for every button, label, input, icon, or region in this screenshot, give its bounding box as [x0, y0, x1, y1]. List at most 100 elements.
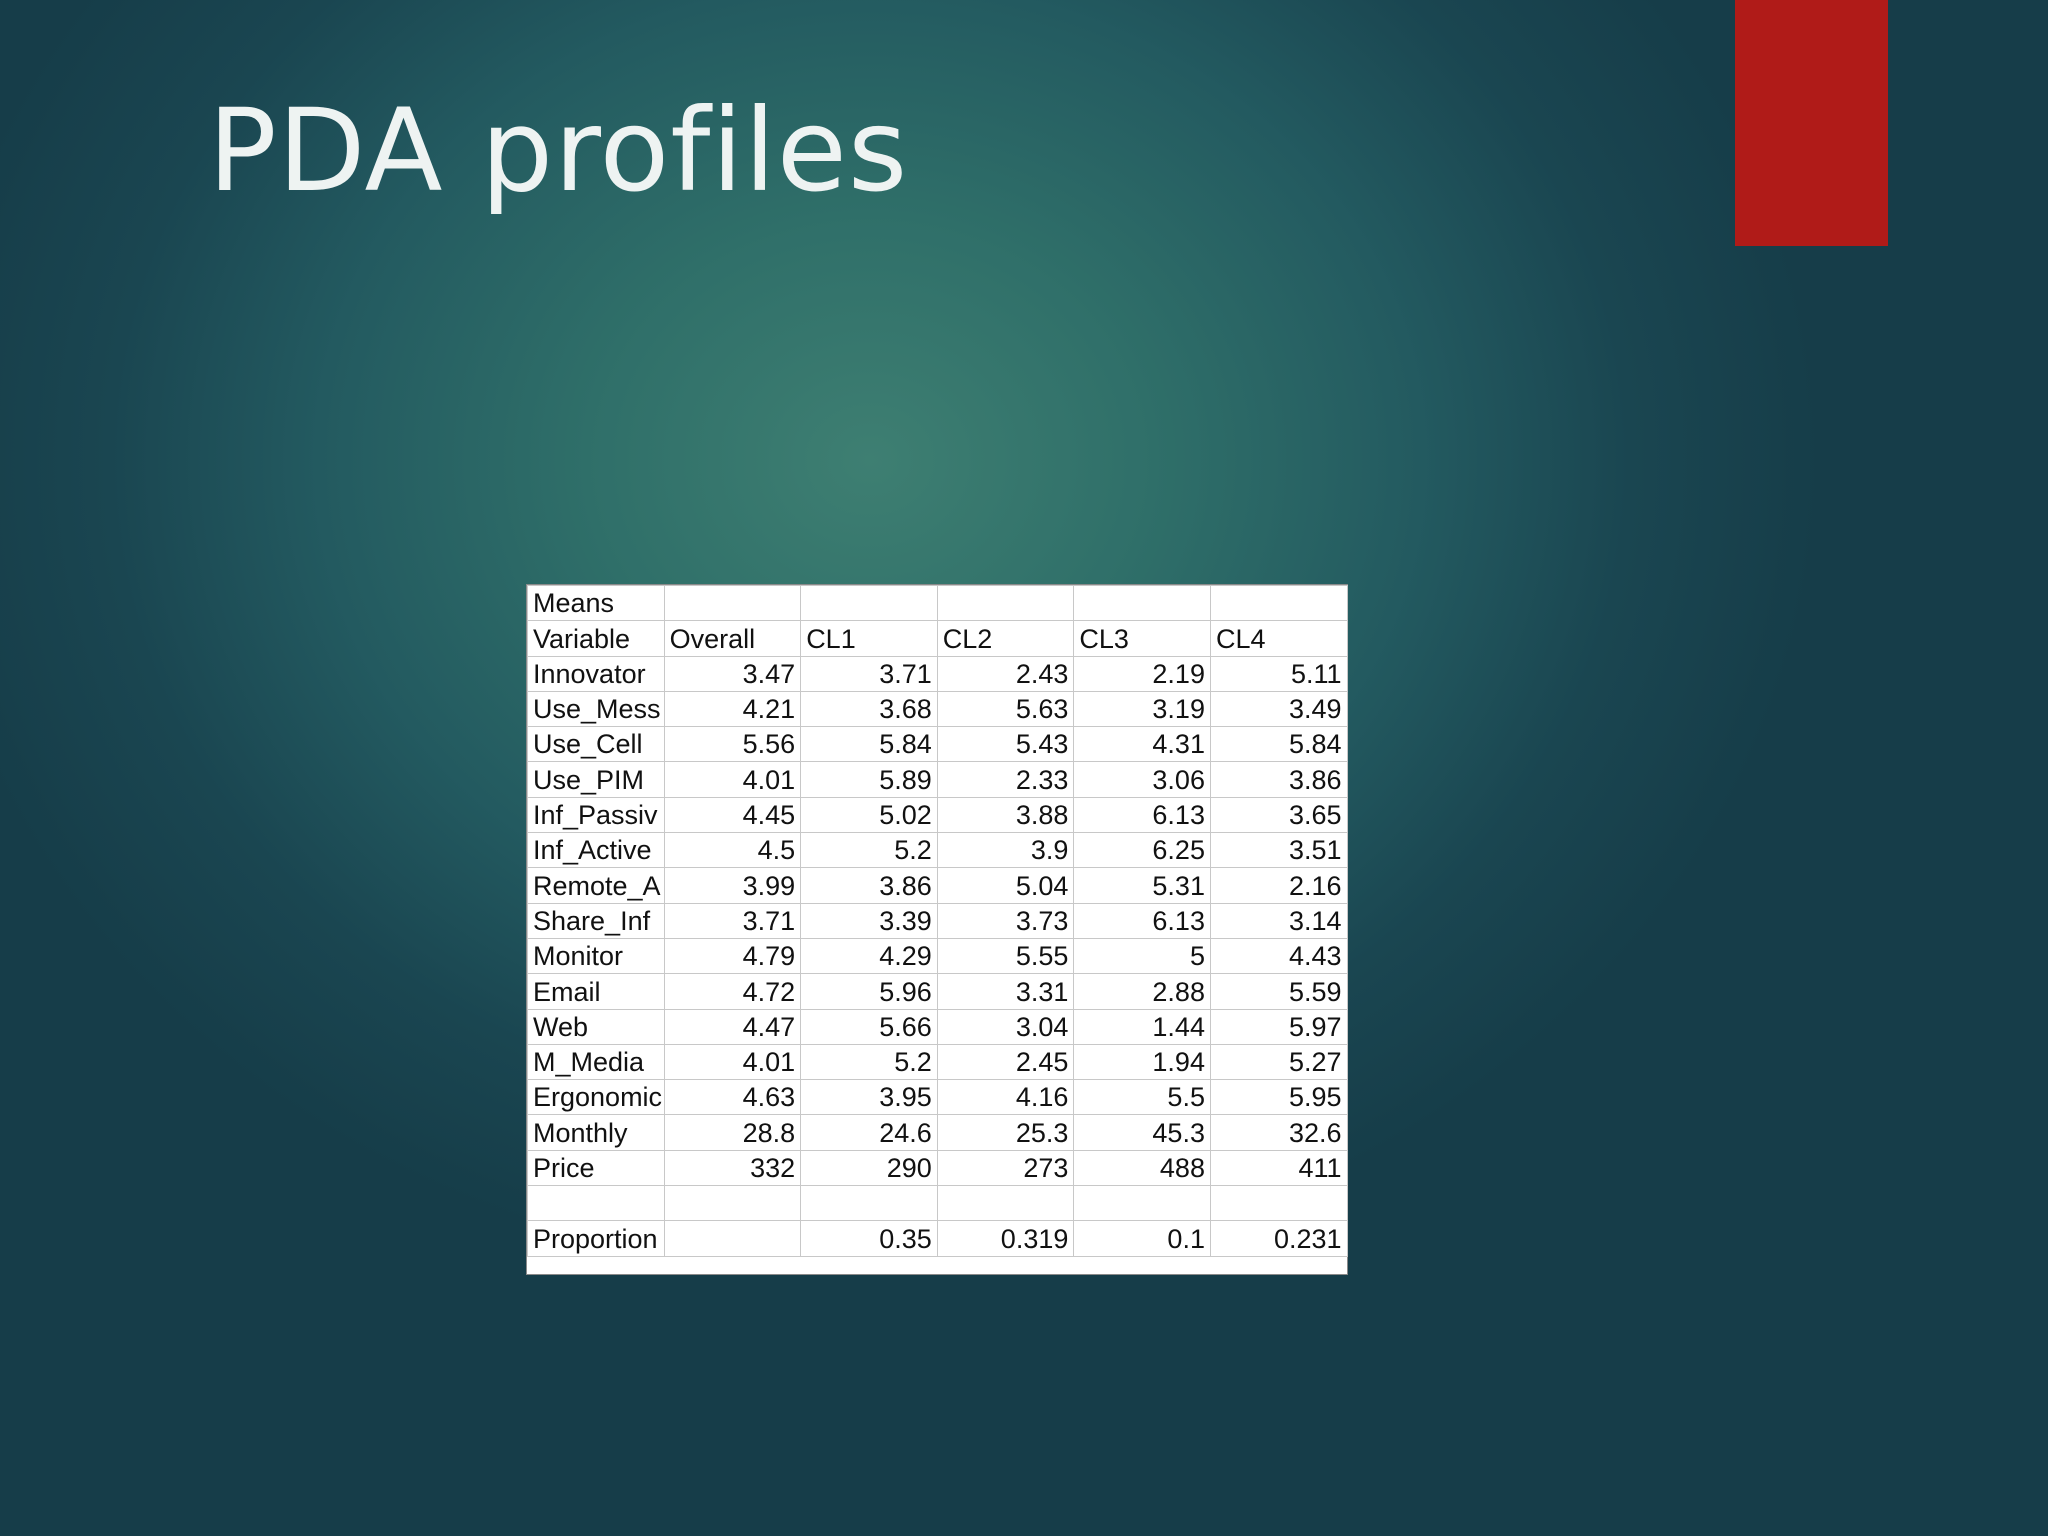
- slide-title: PDA profiles: [208, 84, 909, 217]
- table-caption-row: Means: [527, 584, 1348, 622]
- table-cell: 1.94: [1073, 1043, 1211, 1081]
- table-cell: 3.86: [800, 867, 938, 904]
- table-cell: 4.79: [663, 937, 802, 975]
- table-cell: 4.45: [663, 796, 802, 834]
- table-cell: 5.97: [1209, 1008, 1348, 1045]
- empty-cell: [663, 1185, 802, 1222]
- empty-cell: [1209, 584, 1348, 622]
- table-row: Use_Mess 4.21 3.68 5.63 3.19 3.49: [527, 690, 1348, 728]
- row-label: Inf_Passiv: [527, 796, 665, 834]
- table-cell: 3.88: [936, 796, 1075, 834]
- table-cell: 5.59: [1209, 973, 1348, 1010]
- table-row: Email 4.72 5.96 3.31 2.88 5.59: [527, 973, 1348, 1010]
- table-cell: 3.49: [1209, 690, 1348, 728]
- table-row: Ergonomic 4.63 3.95 4.16 5.5 5.95: [527, 1079, 1348, 1116]
- table-cell: 5.31: [1073, 867, 1211, 904]
- table-cell: 3.14: [1209, 902, 1348, 939]
- table-cell: 5.96: [800, 973, 938, 1010]
- empty-cell: [527, 1185, 665, 1222]
- table-cell: 3.31: [936, 973, 1075, 1010]
- table-cell: 6.13: [1073, 796, 1211, 834]
- table-row: Monthly 28.8 24.6 25.3 45.3 32.6: [527, 1114, 1348, 1151]
- table-cell: 5.04: [936, 867, 1075, 904]
- table-cell: 6.13: [1073, 902, 1211, 939]
- table-cell: 4.29: [800, 937, 938, 975]
- means-table: Means Variable Overall CL1 CL2 CL3 CL4 Innovato…: [527, 584, 1348, 1257]
- table-cell: 6.25: [1073, 832, 1211, 869]
- table-cell: 32.6: [1209, 1114, 1348, 1151]
- table-cell: 4.5: [663, 832, 802, 869]
- table-cell: 3.86: [1209, 761, 1348, 798]
- empty-cell: [800, 584, 938, 622]
- column-header: Overall: [663, 620, 802, 657]
- empty-cell: [1209, 1185, 1348, 1222]
- table-cell: 2.19: [1073, 655, 1211, 692]
- row-label: Monthly: [527, 1114, 665, 1151]
- column-header: CL3: [1073, 620, 1211, 657]
- table-cell: 3.47: [663, 655, 802, 692]
- table-cell: 3.99: [663, 867, 802, 904]
- table-row: Inf_Active 4.5 5.2 3.9 6.25 3.51: [527, 832, 1348, 869]
- table-cell: 3.65: [1209, 796, 1348, 834]
- table-cell: 332: [663, 1149, 802, 1187]
- table-cell: 3.39: [800, 902, 938, 939]
- table-cell: 5.27: [1209, 1043, 1348, 1081]
- table-cell: 5.43: [936, 726, 1075, 763]
- table-row: Share_Inf 3.71 3.39 3.73 6.13 3.14: [527, 902, 1348, 939]
- row-label: Price: [527, 1149, 665, 1187]
- row-label: Use_Mess: [527, 690, 665, 728]
- table-cell: [663, 1220, 802, 1257]
- table-cell: 45.3: [1073, 1114, 1211, 1151]
- empty-cell: [800, 1185, 938, 1222]
- row-label: Remote_A: [527, 867, 665, 904]
- table-cell: 3.73: [936, 902, 1075, 939]
- row-label: Ergonomic: [527, 1079, 665, 1116]
- accent-bar: [1735, 0, 1888, 246]
- table-cell: 3.9: [936, 832, 1075, 869]
- table-blank-row: [527, 1185, 1348, 1222]
- table-cell: 3.95: [800, 1079, 938, 1116]
- table-caption: Means: [527, 584, 665, 622]
- table-cell: 4.43: [1209, 937, 1348, 975]
- table-cell: 4.31: [1073, 726, 1211, 763]
- table-cell: 5.84: [800, 726, 938, 763]
- table-cell: 1.44: [1073, 1008, 1211, 1045]
- table-cell: 3.68: [800, 690, 938, 728]
- empty-cell: [936, 584, 1075, 622]
- table-row: Remote_A 3.99 3.86 5.04 5.31 2.16: [527, 867, 1348, 904]
- table-row: Use_PIM 4.01 5.89 2.33 3.06 3.86: [527, 761, 1348, 798]
- table-cell: 3.51: [1209, 832, 1348, 869]
- table-cell: 5: [1073, 937, 1211, 975]
- table-cell: 25.3: [936, 1114, 1075, 1151]
- table-cell: 5.11: [1209, 655, 1348, 692]
- empty-cell: [663, 584, 802, 622]
- table-cell: 0.231: [1209, 1220, 1348, 1257]
- table-row: Monitor 4.79 4.29 5.55 5 4.43: [527, 937, 1348, 975]
- row-label: Use_PIM: [527, 761, 665, 798]
- table-row: Inf_Passiv 4.45 5.02 3.88 6.13 3.65: [527, 796, 1348, 834]
- table-row: Innovator 3.47 3.71 2.43 2.19 5.11: [527, 655, 1348, 692]
- table-cell: 2.16: [1209, 867, 1348, 904]
- table-cell: 2.33: [936, 761, 1075, 798]
- table-cell: 5.55: [936, 937, 1075, 975]
- row-label: Web: [527, 1008, 665, 1045]
- table-cell: 2.43: [936, 655, 1075, 692]
- table-row: Price 332 290 273 488 411: [527, 1149, 1348, 1187]
- column-header: Variable: [527, 620, 665, 657]
- table-cell: 4.01: [663, 1043, 802, 1081]
- table-cell: 3.71: [800, 655, 938, 692]
- table-row: M_Media 4.01 5.2 2.45 1.94 5.27: [527, 1043, 1348, 1081]
- empty-cell: [936, 1185, 1075, 1222]
- table-cell: 5.84: [1209, 726, 1348, 763]
- table-cell: 4.63: [663, 1079, 802, 1116]
- table-cell: 5.2: [800, 1043, 938, 1081]
- table-cell: 4.16: [936, 1079, 1075, 1116]
- row-label: Proportion: [527, 1220, 665, 1257]
- table-cell: 4.21: [663, 690, 802, 728]
- table-cell: 4.01: [663, 761, 802, 798]
- table-cell: 290: [800, 1149, 938, 1187]
- column-header: CL2: [936, 620, 1075, 657]
- row-label: Share_Inf: [527, 902, 665, 939]
- table-row: Use_Cell 5.56 5.84 5.43 4.31 5.84: [527, 726, 1348, 763]
- table-cell: 3.06: [1073, 761, 1211, 798]
